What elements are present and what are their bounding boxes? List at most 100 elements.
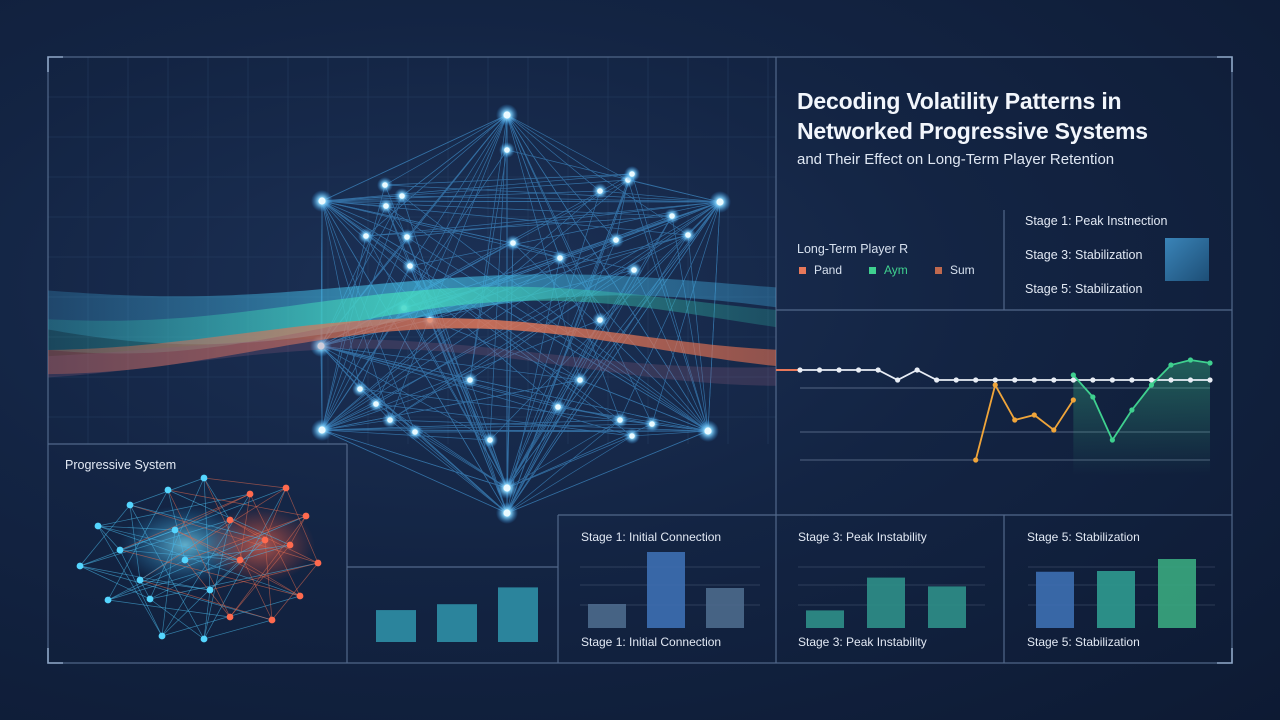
- network-node: [617, 417, 623, 423]
- network-node: [399, 193, 405, 199]
- cluster-edge: [139, 579, 211, 591]
- cluster-edge: [184, 544, 291, 561]
- network-node: [407, 263, 413, 269]
- network-node: [363, 233, 369, 239]
- data-point: [1090, 377, 1096, 383]
- cluster-edge: [79, 487, 287, 567]
- bar: [498, 587, 538, 642]
- cluster-edge: [203, 477, 211, 591]
- network-edge: [619, 419, 709, 432]
- cluster-node: [116, 546, 124, 554]
- cluster-edge: [107, 559, 186, 601]
- bar-panel-top-label: Stage 1: Initial Connection: [581, 530, 722, 544]
- network-edge: [365, 201, 721, 237]
- cluster-edge: [209, 539, 266, 591]
- cluster-edge: [119, 529, 176, 551]
- network-edge: [506, 406, 559, 489]
- cluster-edge: [139, 487, 287, 581]
- network-edge: [321, 429, 508, 489]
- cluster-edge: [79, 504, 131, 567]
- series-line: [1072, 359, 1211, 442]
- data-point: [855, 367, 862, 373]
- network-edge: [365, 215, 673, 237]
- network-node: [597, 317, 603, 323]
- data-point: [1070, 372, 1076, 378]
- data-point: [973, 457, 979, 463]
- stage-list-item: Stage 1: Peak Instnection: [1025, 214, 1168, 228]
- network-node: [383, 203, 389, 209]
- network-edge: [375, 114, 508, 405]
- network-edge: [401, 195, 709, 432]
- cluster-node: [226, 613, 234, 621]
- cluster-edge: [149, 598, 205, 640]
- bar: [647, 552, 685, 628]
- data-point: [1148, 377, 1155, 383]
- network-node: [649, 421, 655, 427]
- network-edge: [321, 190, 601, 202]
- cluster-edge: [79, 565, 151, 600]
- cluster-node: [181, 556, 189, 564]
- wave-band: [48, 318, 776, 375]
- network-node: [510, 240, 516, 246]
- network-edge: [414, 431, 508, 489]
- bar: [1097, 571, 1135, 628]
- network-edge: [557, 406, 709, 432]
- network-edge: [385, 205, 709, 432]
- data-point: [797, 367, 803, 373]
- cluster-edge: [79, 565, 273, 621]
- network-node: [318, 197, 326, 205]
- network-edge: [321, 200, 508, 514]
- cluster-edge: [184, 515, 307, 561]
- bar: [376, 610, 416, 642]
- cluster-edge: [203, 477, 231, 521]
- cluster-edge: [139, 579, 151, 600]
- data-point: [1012, 417, 1018, 423]
- network-edge: [429, 319, 508, 514]
- wave-band: [48, 339, 776, 386]
- legend-label: Sum: [950, 263, 975, 277]
- cluster-edge: [119, 493, 251, 551]
- network-edge: [506, 269, 635, 514]
- network-node: [318, 426, 326, 434]
- network-node: [467, 377, 473, 383]
- data-point: [992, 377, 998, 383]
- network-edge: [320, 345, 323, 431]
- cluster-edge: [271, 562, 319, 621]
- title-line-1: Decoding Volatility Patterns in: [797, 88, 1122, 114]
- network-edge: [506, 379, 581, 514]
- data-point: [1187, 377, 1194, 383]
- network-edge: [401, 114, 508, 197]
- bar-panel-bottom-label: Stage 5: Stabilization: [1027, 635, 1140, 649]
- network-node: [629, 433, 635, 439]
- network-edge: [506, 201, 721, 489]
- network-edge: [506, 435, 633, 489]
- network-edge: [512, 242, 561, 259]
- network-edge: [321, 429, 491, 441]
- bar: [806, 610, 844, 628]
- network-node: [373, 401, 379, 407]
- network-edge: [321, 419, 621, 431]
- data-point: [1168, 377, 1174, 383]
- cluster-node: [104, 596, 112, 604]
- cluster-edge: [129, 504, 319, 564]
- cluster-node: [206, 586, 214, 594]
- cluster-edge: [264, 539, 273, 621]
- cluster-edge: [161, 493, 251, 637]
- data-point: [1129, 377, 1135, 383]
- network-node: [716, 198, 724, 206]
- series-line: [800, 368, 1210, 382]
- data-point: [1207, 360, 1213, 366]
- cluster-edge: [79, 565, 211, 591]
- network-edge: [321, 379, 471, 431]
- cluster-edge: [209, 562, 319, 591]
- cluster-edge: [97, 525, 163, 637]
- cluster-node: [200, 474, 208, 482]
- network-edge: [384, 114, 508, 186]
- network-node: [503, 509, 511, 517]
- network-edge: [321, 200, 689, 236]
- cluster-node: [302, 512, 310, 520]
- cluster-edge: [149, 562, 319, 600]
- subtitle: and Their Effect on Long-Term Player Ret…: [797, 151, 1115, 168]
- data-point: [934, 377, 940, 383]
